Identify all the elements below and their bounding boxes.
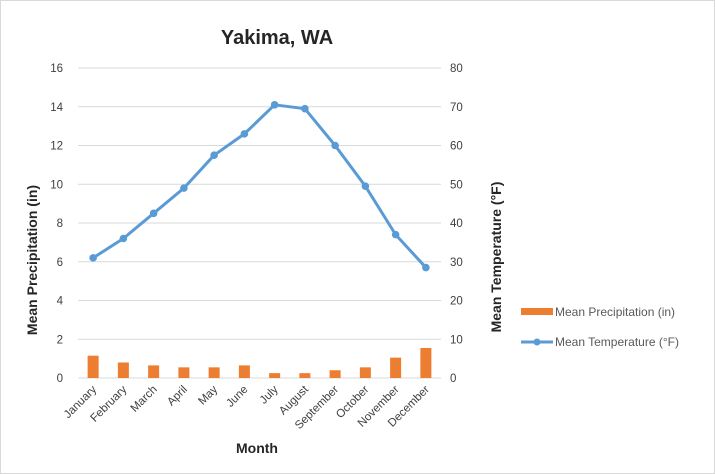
legend-label-precipitation: Mean Precipitation (in) [555,305,675,319]
bar [269,373,281,378]
temperature-point [391,230,400,239]
y2-tick-label: 10 [450,334,463,346]
temperature-line-group [89,101,430,272]
temperature-point [180,184,188,192]
temperature-point [89,254,97,262]
y2-tick-label: 20 [450,296,463,308]
y-tick-label: 8 [57,218,63,230]
bar [148,365,160,378]
y2-tick-label: 30 [450,257,463,269]
y-tick-label: 10 [50,179,63,191]
bar [359,367,371,378]
legend-marker-temperature [533,338,541,346]
y-tick-label: 0 [57,373,63,385]
left-axis-ticks: 0 2 4 6 8 10 12 14 16 [50,63,63,385]
precipitation-bars [87,347,432,378]
temperature-point [119,234,128,243]
temperature-point [331,141,339,150]
y-tick-label: 2 [57,334,63,346]
y2-axis-title: Mean Temperature (°F) [488,182,504,333]
y-tick-label: 4 [57,296,64,308]
y-tick-label: 14 [50,102,63,114]
temperature-line [92,103,427,269]
y2-tick-label: 60 [450,141,463,153]
x-tick-label: April [165,384,190,409]
legend-label-temperature: Mean Temperature (°F) [555,335,679,349]
temperature-point [270,101,279,109]
bar [238,365,250,378]
legend-swatch-precipitation [521,308,553,315]
y-tick-label: 16 [50,63,63,75]
y-tick-label: 12 [50,141,63,153]
bar [299,373,311,378]
x-tick-label: June [224,384,250,410]
y2-tick-label: 50 [450,179,463,191]
y-axis-title: Mean Precipitation (in) [24,185,40,335]
y2-tick-label: 40 [450,218,463,230]
legend: Mean Precipitation (in) Mean Temperature… [521,305,679,349]
bar [208,367,220,378]
temperature-point [210,151,218,159]
legend-item-precipitation: Mean Precipitation (in) [521,305,675,319]
x-tick-label: May [196,383,220,407]
temperature-point [361,182,370,190]
gridlines [78,67,441,379]
bar [329,370,341,378]
y2-tick-label: 80 [450,63,463,75]
temperature-point [149,209,158,218]
y2-tick-label: 70 [450,102,463,114]
bar [420,347,432,378]
x-tick-label: March [129,384,160,415]
bar [390,357,402,378]
x-tick-label: July [258,383,281,406]
temperature-point [301,104,309,113]
x-axis-title: Month [236,440,278,456]
y-tick-label: 6 [57,257,63,269]
temperature-point [240,130,249,138]
chart-title: Yakima, WA [221,27,333,49]
temperature-point [422,263,430,272]
bar [178,367,190,378]
legend-item-temperature: Mean Temperature (°F) [521,335,679,349]
y2-tick-label: 0 [450,373,456,385]
bar [117,362,129,378]
right-axis-ticks: 0 10 20 30 40 50 60 70 80 [450,63,463,385]
bar [87,355,99,378]
